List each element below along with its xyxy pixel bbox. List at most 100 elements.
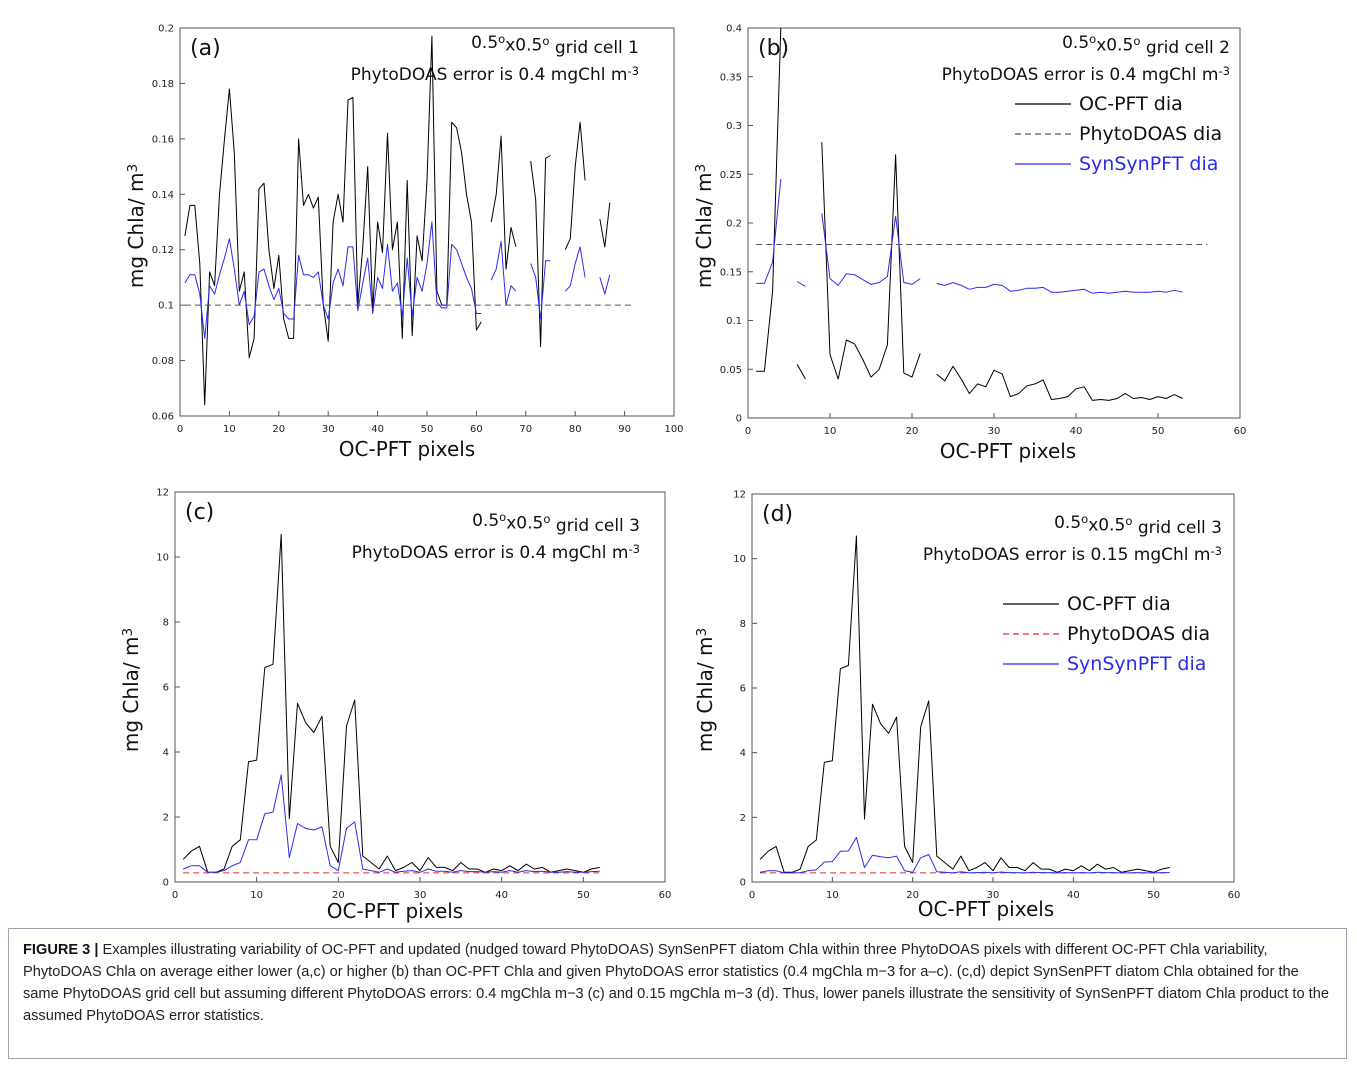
series-line-1 [759, 535, 1170, 873]
y-tick-label: 0.25 [720, 170, 742, 181]
x-tick-label: 0 [172, 890, 178, 901]
panel-label: (d) [762, 502, 793, 527]
x-axis-label: OC-PFT pixels [327, 899, 463, 923]
annotation-grid-cell: 0.5ox0.5o grid cell 2 [1062, 32, 1230, 58]
y-tick-label: 4 [740, 748, 746, 759]
annotation-error: PhytoDOAS error is 0.4 mgChl m-3 [352, 542, 640, 563]
y-tick-label: 0.3 [726, 121, 742, 132]
y-tick-label: 2 [163, 813, 169, 824]
caption-text: Examples illustrating variability of OC-… [23, 942, 1329, 1024]
annotation-grid-cell: 0.5ox0.5o grid cell 3 [1054, 512, 1222, 538]
legend-label: OC-PFT dia [1079, 93, 1183, 115]
x-tick-label: 60 [1228, 890, 1241, 901]
x-tick-label: 60 [1234, 426, 1247, 437]
y-tick-label: 0.12 [152, 245, 174, 256]
x-tick-label: 0 [177, 424, 183, 435]
y-tick-label: 8 [740, 619, 746, 630]
legend-label: SynSynPFT dia [1067, 653, 1206, 675]
y-tick-label: 8 [163, 618, 169, 629]
legend-label: SynSynPFT dia [1079, 153, 1218, 175]
panel-label: (b) [758, 36, 789, 61]
x-tick-label: 10 [826, 890, 839, 901]
annotation-grid-cell: 0.5ox0.5o grid cell 1 [471, 32, 639, 58]
x-tick-label: 40 [371, 424, 384, 435]
y-tick-label: 0 [736, 414, 742, 425]
x-tick-label: 50 [421, 424, 434, 435]
x-tick-label: 50 [1152, 426, 1165, 437]
y-axis-label: mg Chla/ m3 [124, 164, 148, 288]
series-line-1 [182, 533, 600, 873]
x-tick-label: 90 [618, 424, 631, 435]
x-tick-label: 20 [272, 424, 285, 435]
series-line-1 [184, 35, 611, 406]
x-tick-label: 20 [906, 890, 919, 901]
y-tick-label: 0.2 [158, 24, 174, 35]
x-tick-label: 10 [223, 424, 236, 435]
figure-caption: FIGURE 3 | Examples illustrating variabi… [8, 928, 1347, 1059]
x-axis-label: OC-PFT pixels [918, 897, 1054, 921]
x-tick-label: 10 [250, 890, 263, 901]
y-axis-label: mg Chla/ m3 [692, 164, 716, 288]
series-line-1 [756, 27, 1183, 401]
x-tick-label: 60 [659, 890, 672, 901]
figure-charts: 0 10 20 30 40 50 60 70 80 90 1000.060.080.10.120.1… [119, 24, 1246, 924]
y-tick-label: 0.08 [152, 356, 174, 367]
chart-panel-2: 0 10 20 30 40 50 60 0 0.05 0.1 0.15 0.2 0.25 0.3 0.35 0… [692, 24, 1246, 464]
y-tick-label: 0 [163, 878, 169, 889]
y-tick-label: 0.06 [152, 412, 174, 423]
caption-label: FIGURE 3 | [23, 942, 99, 958]
legend-label: PhytoDOAS dia [1079, 123, 1222, 145]
x-tick-label: 70 [519, 424, 532, 435]
series-line-3 [183, 774, 600, 873]
y-axis-label: mg Chla/ m3 [693, 628, 717, 752]
y-tick-label: 0.16 [152, 134, 174, 145]
y-tick-label: 0.1 [158, 301, 174, 312]
x-tick-label: 80 [569, 424, 582, 435]
series-line-3 [184, 221, 611, 339]
y-tick-label: 0.05 [720, 365, 742, 376]
x-tick-label: 100 [664, 424, 683, 435]
y-tick-label: 2 [740, 813, 746, 824]
annotation-error: PhytoDOAS error is 0.4 mgChl m-3 [942, 64, 1230, 85]
x-tick-label: 30 [322, 424, 335, 435]
y-tick-label: 0.18 [152, 79, 174, 90]
annotation-grid-cell: 0.5ox0.5o grid cell 3 [472, 510, 640, 536]
x-axis-label: OC-PFT pixels [339, 437, 475, 461]
y-tick-label: 0.1 [726, 316, 742, 327]
panel-label: (a) [190, 36, 221, 61]
x-tick-label: 50 [577, 890, 590, 901]
y-tick-label: 4 [163, 748, 169, 759]
legend-label: PhytoDOAS dia [1067, 623, 1210, 645]
y-tick-label: 0.4 [726, 24, 742, 35]
y-tick-label: 0.15 [720, 267, 742, 278]
x-tick-label: 30 [414, 890, 427, 901]
x-tick-label: 50 [1147, 890, 1160, 901]
y-axis-label: mg Chla/ m3 [119, 628, 143, 752]
series-line-3 [756, 179, 1183, 294]
y-tick-label: 12 [156, 488, 169, 499]
x-tick-label: 10 [824, 426, 837, 437]
x-tick-label: 20 [332, 890, 345, 901]
y-tick-label: 10 [733, 554, 746, 565]
x-tick-label: 30 [987, 890, 1000, 901]
x-tick-label: 40 [495, 890, 508, 901]
chart-panel-3: 0 10 20 30 40 50 60 0 2 4 6 8 10 12 (c) 0.5ox0.5o grid … [119, 488, 671, 924]
y-tick-label: 0.2 [726, 219, 742, 230]
series-line-3 [759, 836, 1170, 874]
y-tick-label: 6 [163, 683, 169, 694]
y-tick-label: 0 [740, 878, 746, 889]
plot-frame [747, 27, 1241, 419]
annotation-error: PhytoDOAS error is 0.15 mgChl m-3 [923, 544, 1222, 565]
x-tick-label: 20 [906, 426, 919, 437]
chart-panel-4: 0 10 20 30 40 50 60 0 2 4 6 8 10 12 (d) 0.5ox0.5o grid … [693, 490, 1240, 922]
y-tick-label: 6 [740, 684, 746, 695]
annotation-error: PhytoDOAS error is 0.4 mgChl m-3 [351, 64, 639, 85]
y-tick-label: 10 [156, 553, 169, 564]
chart-panel-1: 0 10 20 30 40 50 60 70 80 90 100 0.06 0.08 0.1 0.12 0.1… [124, 24, 684, 462]
x-tick-label: 0 [745, 426, 751, 437]
x-axis-label: OC-PFT pixels [940, 439, 1076, 463]
x-tick-label: 40 [1067, 890, 1080, 901]
panel-label: (c) [185, 500, 214, 525]
legend-label: OC-PFT dia [1067, 593, 1171, 615]
